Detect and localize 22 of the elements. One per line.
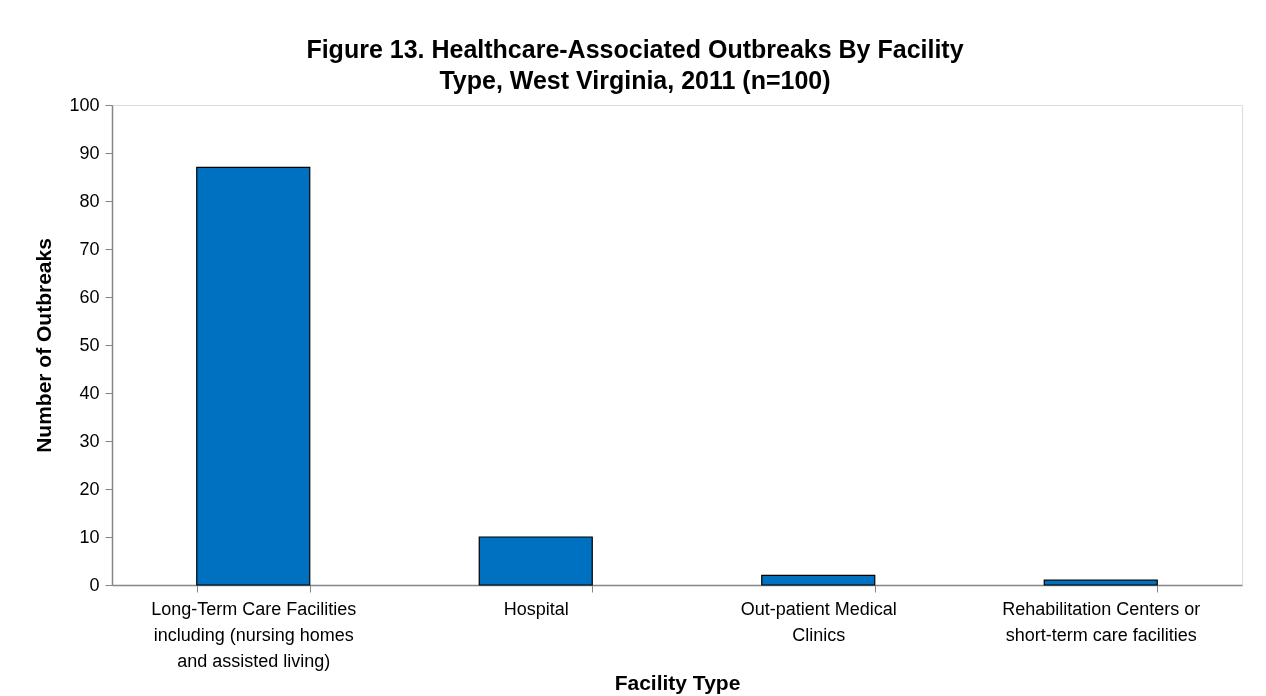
y-tick-label: 40: [79, 382, 100, 403]
x-tick-label: Rehabilitation Centers or short-term care facilities: [1002, 598, 1201, 645]
y-tick-label: 90: [79, 142, 100, 163]
y-tick-label: 30: [79, 430, 100, 451]
y-tick-label: 50: [79, 334, 100, 355]
x-axis-title: Facility Type: [614, 670, 741, 694]
y-tick-label: 80: [79, 190, 100, 211]
x-tick-label: Long-Term Care Facilities including (nursing homes and assisted living): [151, 598, 357, 671]
y-tick-label: 70: [79, 238, 100, 259]
bar: [1043, 579, 1158, 586]
y-tick-label: 60: [79, 286, 100, 307]
bar: [196, 166, 311, 586]
y-tick-label: 0: [89, 574, 100, 595]
x-tick-label: Out-patient Medical Clinics: [740, 598, 897, 645]
bar: [761, 574, 876, 586]
y-tick-label: 20: [79, 478, 100, 499]
chart-title: Figure 13. Healthcare-Associated Outbreaks By Facility Type, West Virginia, 2011 (n=100): [306, 35, 964, 94]
bar: [478, 536, 593, 586]
y-tick-label: 100: [69, 94, 100, 115]
x-tick-label: Hospital: [503, 598, 569, 619]
y-tick-label: 10: [79, 526, 100, 547]
y-axis-title: Number of Outbreaks: [32, 238, 56, 453]
